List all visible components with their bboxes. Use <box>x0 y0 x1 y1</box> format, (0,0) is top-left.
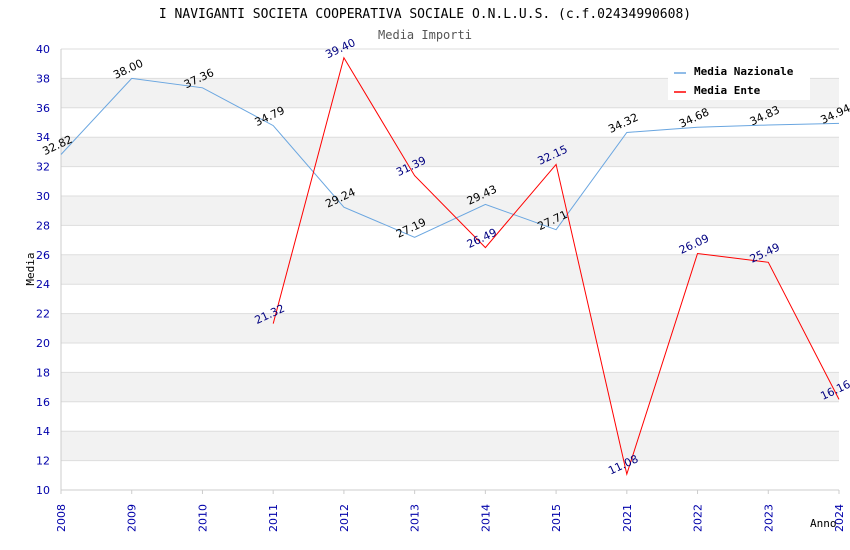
line-media-nazionale <box>60 77 840 238</box>
x-tick-label: 2024 <box>833 504 846 532</box>
grid-band <box>61 372 839 402</box>
grid-band <box>61 254 839 285</box>
x-tick-label: 2015 <box>550 504 563 532</box>
y-tick-label: 30 <box>36 190 50 203</box>
data-label-media-ente: 26.49 <box>465 226 499 251</box>
x-tick-label: 2009 <box>126 504 139 532</box>
line-media-ente <box>272 56 840 476</box>
legend-box <box>668 62 810 100</box>
x-tick-labels: 2008 2009 2010 2011 2012 2013 2014 2015 2021 2022… <box>55 504 846 532</box>
x-tick-label: 2008 <box>55 504 68 532</box>
y-tick-label: 20 <box>36 337 50 350</box>
x-axis-label: Anno <box>810 517 837 530</box>
legend-label-media-ente: Media Ente <box>694 84 761 97</box>
y-axis-label: Media <box>24 252 37 285</box>
y-tick-label: 14 <box>36 425 50 438</box>
grid-lines <box>61 48 839 491</box>
x-tick-label: 2011 <box>267 504 280 532</box>
y-tick-label: 18 <box>36 366 50 379</box>
y-tick-label: 38 <box>36 72 50 85</box>
x-tick-label: 2013 <box>409 504 422 532</box>
y-tick-label: 16 <box>36 396 50 409</box>
y-tick-label: 12 <box>36 455 50 468</box>
y-tick-label: 34 <box>36 131 50 144</box>
chart-title: I NAVIGANTI SOCIETA COOPERATIVA SOCIALE … <box>159 7 691 22</box>
y-tick-label: 26 <box>36 249 50 262</box>
y-tick-label: 22 <box>36 308 50 321</box>
x-tick-label: 2010 <box>196 504 209 532</box>
x-tick-label: 2012 <box>338 504 351 532</box>
axes <box>60 49 840 494</box>
data-label-media-ente: 39.40 <box>323 36 357 61</box>
y-tick-label: 28 <box>36 219 50 232</box>
y-tick-label: 32 <box>36 161 50 174</box>
x-tick-label: 2022 <box>692 504 705 532</box>
chart-subtitle: Media Importi <box>378 28 472 42</box>
grid-band <box>61 137 839 167</box>
grid-band <box>61 431 839 461</box>
x-tick-label: 2021 <box>621 504 634 532</box>
x-tick-label: 2014 <box>479 504 492 532</box>
y-tick-label: 36 <box>36 102 50 115</box>
y-tick-label: 10 <box>36 484 50 497</box>
y-tick-label: 24 <box>36 278 50 291</box>
y-tick-label: 40 <box>36 43 50 56</box>
y-tick-labels: 10 12 14 16 18 20 22 24 26 28 30 32 34 36 38 40 <box>36 43 50 497</box>
legend: Media Nazionale Media Ente <box>668 62 810 100</box>
grid-bands <box>61 78 839 461</box>
series-lines <box>60 56 840 476</box>
legend-label-media-nazionale: Media Nazionale <box>694 65 794 78</box>
x-tick-label: 2023 <box>762 504 775 532</box>
grid-band <box>61 313 839 343</box>
data-label-media-ente: 26.09 <box>677 232 711 257</box>
